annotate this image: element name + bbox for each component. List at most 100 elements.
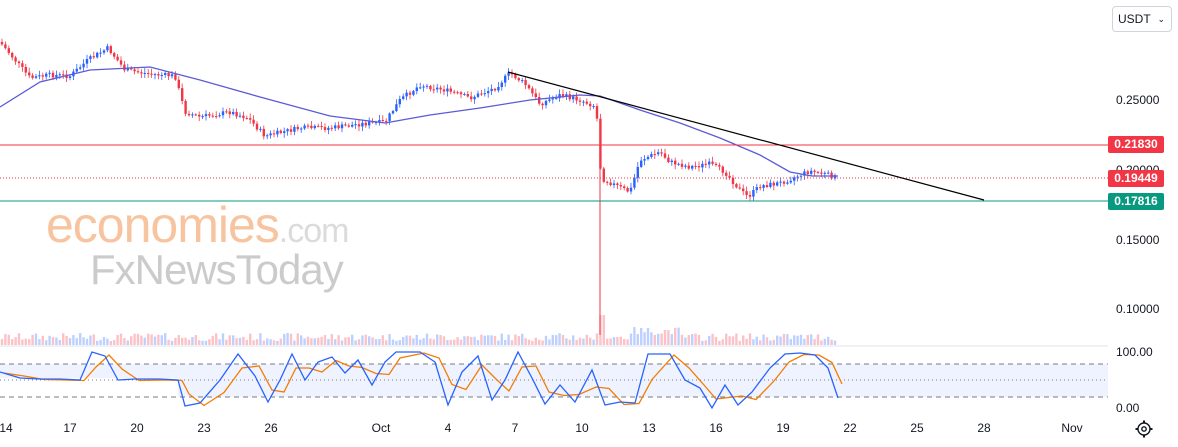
candle-body: [585, 101, 588, 104]
candle-body: [232, 111, 235, 115]
time-tick: 19: [776, 421, 790, 435]
candle-body: [616, 183, 619, 186]
volume-bar: [136, 333, 140, 345]
candle-body: [609, 182, 612, 186]
candle-body: [174, 74, 177, 80]
candle-body: [164, 72, 167, 75]
volume-bar: [602, 315, 605, 345]
candle-body: [568, 94, 571, 100]
volume-bar: [483, 335, 486, 345]
candle-body: [126, 68, 129, 71]
volume-bar: [72, 335, 75, 345]
candle-body: [221, 111, 225, 116]
volume-bar: [493, 335, 497, 345]
volume-bar: [334, 339, 337, 345]
candle-body: [347, 125, 350, 127]
volume-bar: [646, 328, 650, 345]
moving-average-line: [0, 66, 838, 177]
volume-bar: [534, 337, 537, 345]
candle-body: [252, 119, 255, 124]
volume-bar: [266, 338, 269, 345]
candle-body: [106, 46, 109, 51]
volume-bar: [439, 334, 442, 345]
volume-bar: [711, 333, 714, 345]
volume-bar: [694, 333, 697, 345]
candle-body: [697, 166, 701, 168]
volume-bar: [799, 334, 803, 345]
volume-bar: [167, 339, 170, 345]
volume-bar: [368, 336, 371, 345]
candle-body: [514, 74, 517, 79]
candle-body: [718, 165, 721, 167]
volume-bar: [442, 336, 446, 345]
volume-bar: [361, 335, 364, 345]
candle-body: [408, 92, 412, 95]
candle-body: [752, 190, 755, 197]
candle-body: [119, 60, 123, 65]
candle-body: [113, 53, 116, 57]
volume-bar: [772, 339, 775, 345]
candle-body: [245, 118, 248, 120]
candle-body: [184, 100, 187, 114]
gear-icon[interactable]: [1134, 419, 1154, 439]
volume-bar: [140, 335, 143, 345]
candle-body: [762, 185, 765, 188]
volume-bar: [776, 335, 779, 345]
volume-bar: [738, 340, 741, 345]
candle-body: [361, 122, 364, 127]
volume-bar: [221, 333, 225, 345]
volume-bar: [371, 337, 374, 345]
volume-bar: [0, 339, 4, 345]
volume-bar: [538, 339, 541, 345]
candle-body: [310, 125, 313, 129]
volume-bar: [742, 335, 745, 345]
candle-body: [827, 172, 830, 174]
candle-body: [432, 89, 435, 91]
time-tick: 28: [977, 421, 991, 435]
candle-body: [541, 103, 544, 106]
currency-selector[interactable]: USDT ⌄: [1112, 6, 1172, 32]
volume-bar: [272, 340, 276, 345]
volume-bar: [14, 337, 17, 345]
volume-bar: [337, 335, 340, 345]
volume-bar: [793, 335, 796, 345]
candle-body: [439, 87, 442, 90]
volume-bar: [126, 340, 129, 345]
time-tick: 4: [444, 421, 452, 435]
candle-body: [646, 156, 650, 160]
candle-body: [820, 172, 823, 174]
candle-body: [235, 111, 238, 117]
candle-body: [351, 124, 354, 127]
volume-bar: [153, 336, 157, 345]
candle-body: [555, 98, 558, 100]
volume-bar: [378, 339, 381, 345]
volume-bar: [449, 339, 452, 345]
volume-bar: [589, 337, 592, 345]
volume-bar: [466, 336, 469, 345]
candle-body: [589, 103, 592, 107]
candle-body: [544, 100, 548, 106]
volume-bar: [595, 333, 599, 345]
volume-bar: [89, 335, 92, 345]
candle-body: [4, 44, 7, 49]
candle-body: [833, 175, 837, 179]
price-tick: 0.15000: [1116, 233, 1160, 247]
volume-bar: [422, 338, 425, 345]
volume-bar: [147, 333, 150, 345]
volume-bar: [357, 339, 361, 345]
candle-body: [711, 161, 714, 164]
candle-body: [381, 119, 384, 121]
candle-body: [487, 91, 490, 94]
candle-body: [133, 69, 136, 72]
candle-body: [776, 182, 779, 186]
oscillator-upper-label: 100.00: [1116, 345, 1153, 359]
candle-body: [653, 154, 656, 156]
descending-trendline[interactable]: [507, 71, 985, 201]
candle-body: [755, 187, 758, 191]
candle-body: [85, 59, 89, 64]
candle-body: [402, 96, 405, 99]
volume-bar: [833, 340, 837, 345]
candle-body: [388, 113, 391, 121]
candle-body: [0, 42, 4, 45]
